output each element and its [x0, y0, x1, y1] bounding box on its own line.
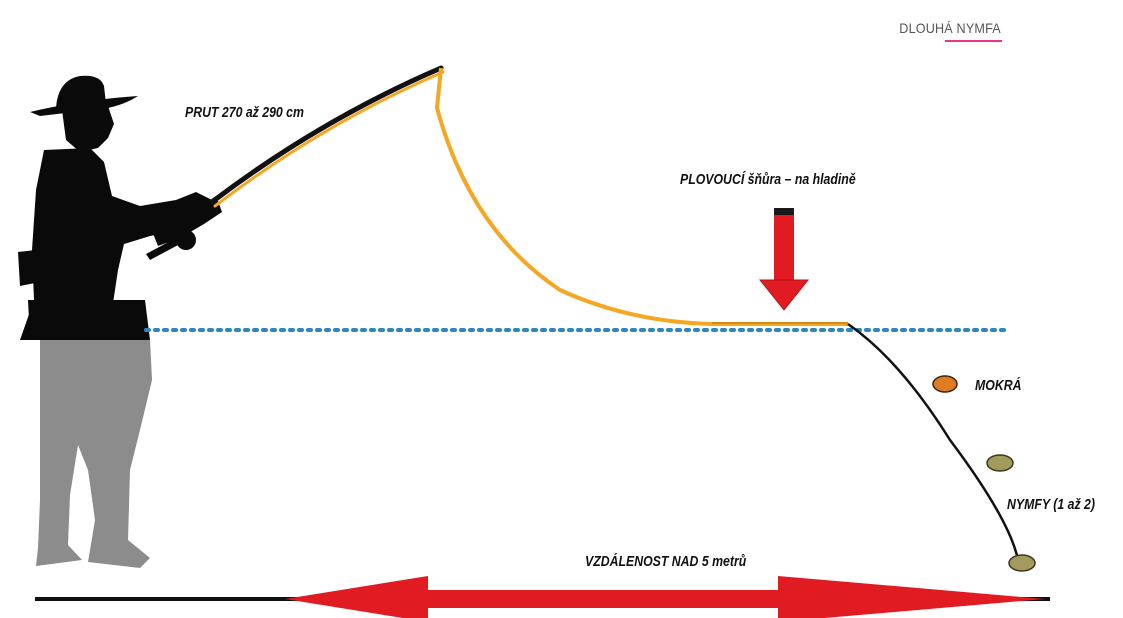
page-title: DLOUHÁ NYMFA: [899, 20, 1001, 36]
nymph-marker-2: [1008, 554, 1036, 572]
leader-line: [847, 322, 1020, 561]
fishing-rod-highlight: [213, 70, 445, 208]
nymph-marker-1: [986, 454, 1014, 472]
fishing-rod: [209, 65, 444, 205]
wet-fly-label: MOKRÁ: [975, 377, 1022, 394]
down-arrow-icon: [758, 208, 810, 311]
angler-legs-icon: [36, 340, 152, 568]
wet-fly-marker: [932, 375, 958, 393]
floating-line-label: PLOVOUCÍ šňůra – na hladině: [680, 171, 856, 188]
nymphs-label: NYMFY (1 až 2): [1007, 496, 1095, 513]
distance-label: VZDÁLENOST NAD 5 metrů: [585, 553, 747, 570]
fly-line: [435, 67, 848, 326]
angler-silhouette-icon: [18, 75, 222, 340]
rod-label: PRUT 270 až 290 cm: [185, 104, 304, 121]
title-underline: [945, 40, 1002, 42]
distance-arrow-icon: [285, 576, 1045, 618]
